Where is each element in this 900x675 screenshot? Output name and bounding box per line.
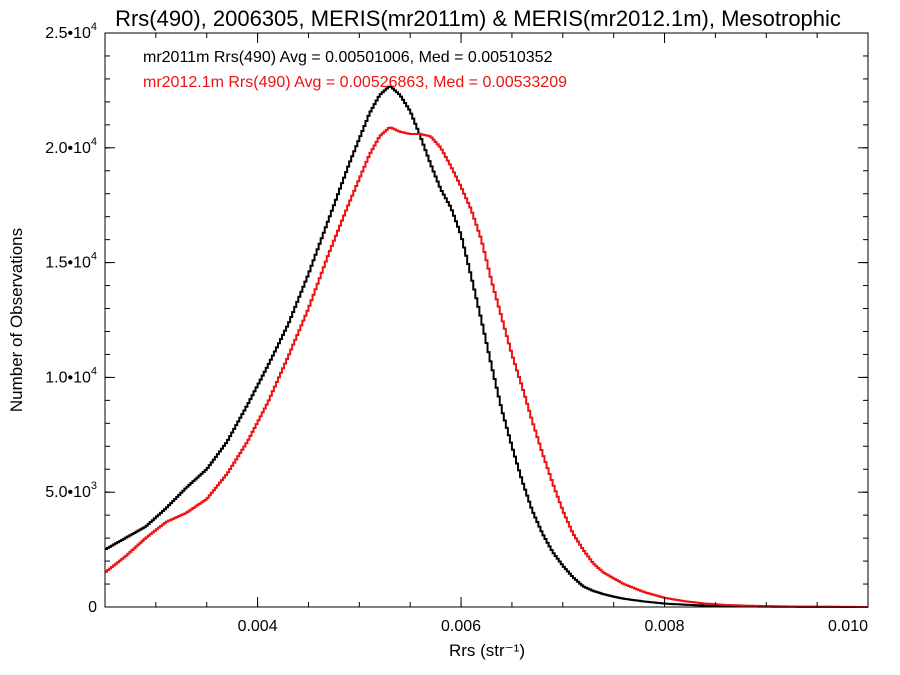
series-annotation: mr2012.1m Rrs(490) Avg = 0.00526863, Med… [143,74,567,91]
plot-area: 0.004 0.006 0.008 0.01005.0•1031.0•1041.5•1… [45,21,869,635]
y-tick-label-exponent: 4 [91,136,97,148]
y-tick-label: 1.5•104 [45,251,97,272]
y-tick-label-base: 0 [88,599,97,616]
x-tick-label: 0.006 [441,618,481,635]
y-tick-label-exponent: 3 [91,480,97,492]
chart-title: Rrs(490), 2006305, MERIS(mr2011m) & MERI… [115,6,841,31]
x-axis-label: Rrs (str⁻¹) [449,641,525,660]
y-tick-label-base: 1.5•10 [45,255,91,272]
y-axis-label: Number of Observations [7,228,26,412]
series-line-mr2012-1m [105,126,868,608]
series-annotation: mr2011m Rrs(490) Avg = 0.00501006, Med =… [143,49,553,66]
y-tick-label: 2.0•104 [45,136,97,157]
series-layer [105,85,868,608]
x-tick-label: 0.008 [645,618,685,635]
y-tick-label-exponent: 4 [91,365,97,377]
plot-frame [104,32,869,608]
y-tick-label-base: 5.0•10 [45,484,91,501]
y-tick-label: 2.5•104 [45,21,97,42]
y-tick-label-base: 2.0•10 [45,140,91,157]
y-tick-label: 5.0•103 [45,480,97,501]
y-tick-label: 1.0•104 [45,365,97,386]
y-tick-label-base: 2.5•10 [45,25,91,42]
y-tick-label-base: 1.0•10 [45,369,91,386]
y-tick-label: 0 [88,599,97,616]
ticks-layer: 0.004 0.006 0.008 0.01005.0•1031.0•1041.5•1… [45,21,869,635]
y-tick-label-exponent: 4 [91,21,97,33]
legend-annotations: mr2011m Rrs(490) Avg = 0.00501006, Med =… [143,49,567,91]
y-tick-label-exponent: 4 [91,251,97,263]
x-tick-label: 0.010 [828,618,868,635]
series-line-mr2011m [105,85,868,608]
x-tick-label: 0.004 [238,618,278,635]
